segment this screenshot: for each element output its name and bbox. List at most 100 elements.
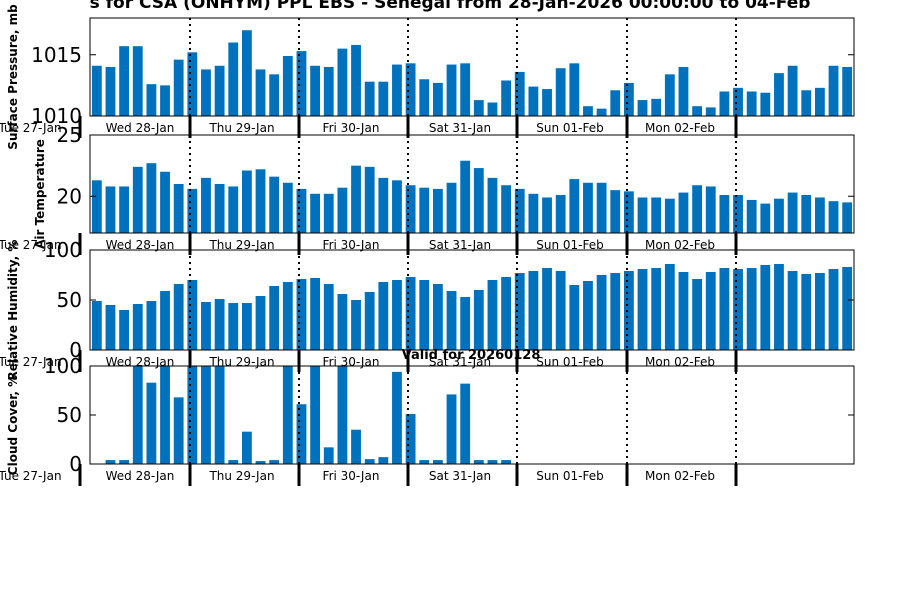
data-bar (255, 461, 266, 464)
data-bar (405, 185, 416, 233)
data-bar (610, 90, 621, 116)
data-bar (828, 65, 839, 116)
y-axis-label: Air Temperature (33, 139, 47, 249)
data-bar (746, 91, 757, 116)
x-day-label: Sat 31-Jan (429, 121, 491, 135)
data-bar (241, 170, 252, 233)
x-day-label: Tue 27-Jan (0, 355, 62, 369)
data-bar (596, 108, 607, 116)
data-bar (214, 65, 225, 116)
data-bar (692, 279, 703, 350)
data-bar (733, 269, 743, 350)
data-bar (760, 265, 771, 350)
data-bar (705, 186, 716, 233)
data-bar (337, 366, 348, 464)
data-bar (446, 182, 457, 233)
data-bar (419, 79, 430, 116)
y-axis-label: Cloud Cover, % (6, 375, 20, 475)
data-bar (323, 284, 334, 350)
data-bar (364, 81, 375, 116)
data-bar (255, 169, 266, 233)
data-bar (678, 67, 689, 116)
data-bar (842, 67, 853, 116)
data-bar (446, 394, 457, 464)
x-day-label: Fri 30-Jan (323, 355, 380, 369)
data-bar (542, 197, 552, 233)
data-bar (119, 46, 130, 116)
data-bar (774, 264, 784, 350)
data-bar (501, 185, 512, 233)
data-bar (419, 460, 430, 464)
x-day-label: Tue 27-Jan (0, 469, 62, 483)
data-bar (337, 187, 348, 233)
data-bar (378, 282, 389, 350)
data-bar (623, 82, 634, 116)
data-bar (514, 273, 525, 350)
data-bar (446, 64, 457, 116)
data-bar (733, 195, 743, 233)
data-bar (583, 106, 593, 116)
data-bar (664, 74, 675, 116)
data-bar (664, 264, 675, 350)
x-day-label: Tue 27-Jan (0, 238, 62, 252)
data-bar (351, 44, 361, 117)
data-bar (364, 459, 375, 464)
data-bar (105, 67, 116, 116)
data-bar (269, 460, 280, 464)
data-bar (814, 197, 825, 233)
data-bar (637, 100, 648, 116)
data-bar (282, 282, 293, 350)
data-bar (160, 171, 170, 233)
data-bar (323, 447, 334, 464)
data-bar (569, 63, 580, 116)
data-bar (746, 268, 757, 350)
data-bar (787, 271, 798, 350)
data-bar (296, 188, 307, 233)
data-bar (214, 299, 225, 350)
data-bar (405, 63, 416, 116)
x-day-label: Sun 01-Feb (536, 238, 604, 252)
data-bar (460, 160, 471, 233)
data-bar (596, 275, 607, 350)
data-bar (460, 383, 471, 464)
data-bar (555, 68, 566, 116)
data-bar (719, 91, 730, 116)
data-bar (228, 42, 239, 116)
data-bar (678, 192, 689, 233)
data-bar (146, 301, 157, 350)
data-bar (583, 281, 593, 350)
data-bar (692, 106, 703, 116)
x-day-label: Sun 01-Feb (536, 355, 604, 369)
data-bar (487, 177, 498, 234)
data-bar (596, 182, 607, 233)
data-bar (201, 302, 211, 350)
data-bar (432, 460, 443, 464)
data-bar (282, 366, 293, 464)
data-bar (487, 460, 498, 464)
y-axis-label: Surface Pressure, mb (6, 4, 20, 150)
data-bar (828, 269, 839, 350)
data-bar (501, 80, 512, 116)
data-bar (719, 195, 730, 233)
data-bar (760, 203, 771, 233)
data-bar (460, 63, 471, 116)
x-day-label: Sat 31-Jan (429, 238, 491, 252)
data-bar (678, 272, 689, 350)
data-bar (583, 182, 593, 233)
x-day-label: Wed 28-Jan (106, 121, 175, 135)
data-bar (310, 65, 321, 116)
x-day-label: Wed 28-Jan (106, 238, 175, 252)
data-bar (132, 166, 143, 233)
data-bar (473, 460, 484, 464)
data-bar (269, 286, 280, 350)
x-day-label: Fri 30-Jan (323, 469, 380, 483)
data-bar (555, 271, 566, 350)
data-bar (528, 193, 539, 233)
data-bar (801, 90, 812, 116)
x-day-label: Sat 31-Jan (429, 469, 491, 483)
data-bar (187, 280, 198, 350)
data-bar (269, 176, 280, 233)
data-bar (91, 65, 102, 116)
